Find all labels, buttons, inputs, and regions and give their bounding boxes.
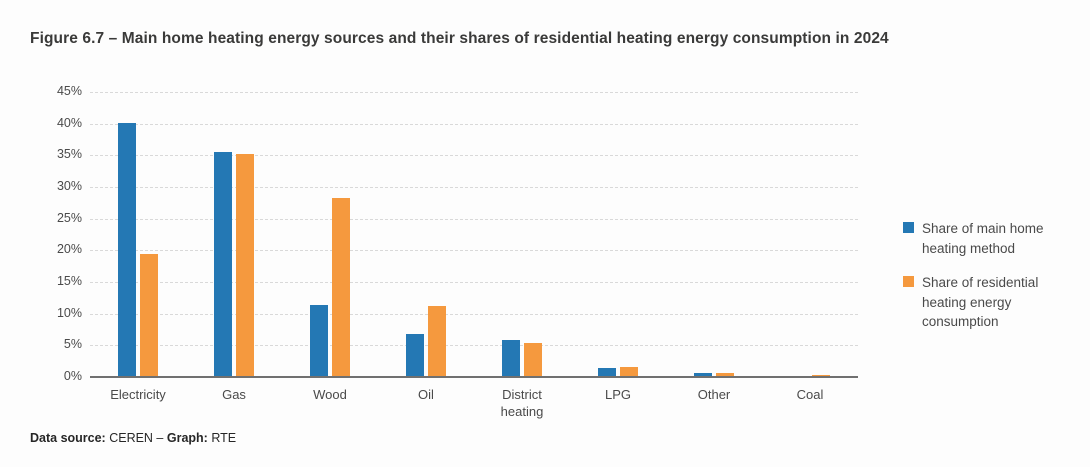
- footer-value: CEREN –: [105, 431, 167, 445]
- y-tick-label: 5%: [63, 337, 82, 352]
- data-source: Data source: CEREN – Graph: RTE: [30, 431, 236, 445]
- y-tick-label: 30%: [56, 179, 82, 193]
- bar-main-heating: [598, 367, 616, 376]
- gridline: [90, 218, 858, 220]
- gridline: [90, 345, 858, 347]
- bar-energy-consumption: [716, 373, 734, 376]
- bar-energy-consumption: [812, 374, 830, 376]
- y-tick-label: 35%: [56, 147, 82, 162]
- legend-label: Share of main home heating method: [922, 221, 1044, 256]
- bar-main-heating: [502, 339, 520, 376]
- footer-value: RTE: [207, 431, 237, 445]
- y-tick-label: 25%: [56, 210, 82, 225]
- legend: Share of main home heating method Share o…: [903, 219, 1073, 347]
- bar-main-heating: [694, 372, 712, 376]
- chart-title: Figure 6.7 – Main home heating energy so…: [30, 30, 889, 47]
- bar-energy-consumption: [236, 154, 254, 376]
- y-tick-label: 0%: [63, 369, 82, 383]
- footer-label: Graph:: [166, 431, 208, 445]
- legend-item: Share of main home heating method: [903, 219, 1073, 258]
- bar-energy-consumption: [428, 306, 446, 376]
- gridline: [90, 313, 858, 315]
- legend-item: Share of residential heating energy cons…: [903, 273, 1073, 332]
- y-tick-label: 15%: [56, 274, 82, 288]
- gridline: [90, 187, 858, 188]
- bar-energy-consumption: [332, 198, 350, 376]
- x-tick-label: LPG: [604, 387, 631, 402]
- x-tick-label: Electricity: [110, 387, 166, 402]
- bar-main-heating: [310, 305, 328, 376]
- gridline: [90, 282, 858, 283]
- y-tick-label: 40%: [56, 115, 82, 130]
- x-axis-line: [90, 376, 858, 378]
- legend-label: Share of residential heating energy cons…: [922, 275, 1039, 330]
- x-tick-label: Wood: [313, 387, 347, 402]
- bar-energy-consumption: [620, 366, 638, 376]
- x-tick-label: District heating: [500, 387, 544, 419]
- x-tick-label: Gas: [222, 387, 246, 402]
- gridline: [90, 155, 858, 157]
- plot-area: [90, 92, 858, 378]
- bar-main-heating: [214, 152, 232, 376]
- legend-swatch: [903, 222, 914, 233]
- legend-swatch: [903, 276, 914, 288]
- y-tick-label: 20%: [56, 242, 82, 257]
- y-tick-label: 45%: [56, 84, 82, 98]
- gridline: [90, 123, 858, 125]
- y-tick-label: 10%: [56, 305, 82, 320]
- bar-energy-consumption: [140, 254, 158, 376]
- y-axis: 0% 5% 10% 15% 20% 25% 30% 35% 40% 45%: [0, 84, 82, 383]
- x-axis: Electricity Gas Wood Oil District heating LPG…: [90, 387, 858, 427]
- x-tick-label: Oil: [418, 387, 434, 402]
- bar-main-heating: [406, 333, 424, 376]
- bar-main-heating: [118, 122, 136, 376]
- x-tick-label: Other: [697, 387, 731, 402]
- bar-energy-consumption: [524, 343, 542, 376]
- gridline: [90, 92, 858, 93]
- x-tick-label: Coal: [796, 387, 824, 402]
- footer-label: Data source:: [30, 431, 106, 445]
- gridline: [90, 250, 858, 252]
